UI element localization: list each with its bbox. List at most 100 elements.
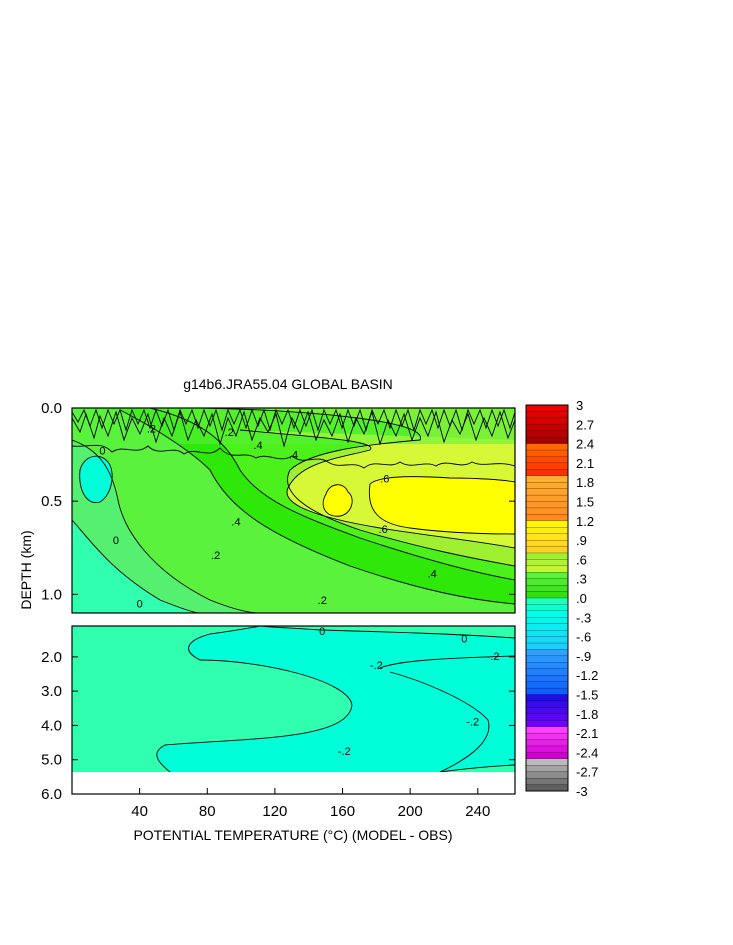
- colorbar-swatch: [525, 404, 569, 412]
- colorbar-swatch: [525, 604, 569, 612]
- colorbar-label: -.6: [576, 630, 591, 645]
- colorbar-swatch: [525, 469, 569, 477]
- x-tick-label: 240: [465, 803, 490, 820]
- colorbar-label: .9: [576, 533, 587, 548]
- contour-line-0.6: [369, 476, 515, 485]
- colorbar-swatch: [525, 462, 569, 470]
- colorbar-swatch: [525, 707, 569, 715]
- y-tick-label: 3.0: [41, 683, 62, 700]
- lower-panel-frame: [71, 625, 516, 795]
- colorbar-swatch: [525, 572, 569, 580]
- colorbar-label: -1.2: [576, 668, 598, 683]
- colorbar-swatch: [525, 778, 569, 785]
- colorbar-swatch: [525, 720, 569, 728]
- y-axis-label: DEPTH (km): [18, 530, 34, 609]
- contour-label: -.2: [338, 746, 351, 758]
- colorbar-swatch: [525, 578, 569, 586]
- contour-label: 0: [461, 634, 467, 646]
- colorbar-swatch: [525, 585, 569, 592]
- colorbar-swatch: [525, 765, 569, 773]
- colorbar-swatch: [525, 732, 569, 740]
- contour-label: .6: [379, 524, 388, 536]
- contour-label: .4: [289, 449, 298, 461]
- colorbar-swatch: [525, 784, 569, 792]
- contour-line-surface-a: [72, 410, 515, 448]
- colorbar-swatch: [525, 617, 569, 625]
- colorbar-swatch: [525, 687, 569, 695]
- colorbar-swatch: [525, 726, 569, 734]
- upper-panel: [72, 408, 515, 613]
- contour-label: .4: [231, 517, 240, 529]
- colorbar-swatch: [525, 533, 569, 541]
- x-tick-label: 120: [262, 803, 287, 820]
- colorbar-swatch: [525, 655, 569, 663]
- colorbar-swatch: [525, 662, 569, 670]
- colorbar-swatch: [525, 771, 569, 779]
- contour-line-0.3: [149, 408, 515, 581]
- x-tick-label: 200: [398, 803, 423, 820]
- colorbar-swatch: [525, 694, 569, 702]
- upper-panel-frame: [71, 407, 516, 614]
- contour-label: -.2: [466, 717, 479, 729]
- y-tick-label: 4.0: [41, 717, 62, 734]
- lower-fill-band-0-east: [440, 765, 515, 772]
- y-tick-label: 5.0: [41, 752, 62, 769]
- colorbar-swatch: [525, 449, 569, 457]
- lower-fill-band-0-west: [72, 626, 352, 772]
- colorbar-swatch: [525, 713, 569, 721]
- colorbar: [525, 404, 569, 792]
- y-tick-label: 0.5: [41, 493, 62, 510]
- contour-line-0.5: [239, 429, 515, 549]
- contour-line-0.1: [72, 439, 261, 613]
- upper-fill-band-0.6: [369, 476, 515, 534]
- contour-line-surface-c: [72, 444, 515, 469]
- contour-label: 0: [113, 535, 119, 547]
- colorbar-swatch: [525, 437, 569, 445]
- colorbar-swatch: [525, 443, 569, 451]
- colorbar-swatch: [525, 488, 569, 496]
- colorbar-swatch: [525, 565, 569, 573]
- contour-line-0: [72, 519, 201, 613]
- contour-label: .2: [318, 595, 327, 607]
- upper-fill-band-negative-west: [72, 520, 200, 613]
- colorbar-swatch: [525, 456, 569, 464]
- colorbar-swatch: [525, 610, 569, 618]
- colorbar-swatch: [525, 520, 569, 528]
- lower-panel-missing-bottom: [73, 772, 514, 793]
- colorbar-swatch: [525, 758, 569, 766]
- colorbar-swatch: [525, 681, 569, 689]
- x-axis-label: POTENTIAL TEMPERATURE (°C) (MODEL - OBS): [133, 827, 452, 843]
- chart-title: g14b6.JRA55.04 GLOBAL BASIN: [183, 376, 393, 392]
- colorbar-swatch: [525, 494, 569, 502]
- colorbar-label: 2.1: [576, 456, 594, 471]
- colorbar-swatch: [525, 539, 569, 547]
- colorbar-swatch: [525, 675, 569, 683]
- colorbar-label: 3: [576, 398, 583, 413]
- x-axis: 40 80 120 160 200 240: [131, 788, 490, 820]
- y-tick-label: 2.0: [41, 649, 62, 666]
- y-tick-label: 1.0: [41, 586, 62, 603]
- colorbar-swatch: [525, 552, 569, 560]
- contour-line-neg-blob: [79, 455, 113, 504]
- colorbar-swatch: [525, 424, 569, 432]
- contour-line-lower-0-top: [259, 626, 515, 639]
- colorbar-swatch: [525, 700, 569, 708]
- contour-line-0.4: [199, 408, 515, 567]
- colorbar-swatch: [525, 475, 569, 483]
- colorbar-label: 1.2: [576, 514, 594, 529]
- colorbar-label: 2.7: [576, 417, 594, 432]
- colorbar-swatch: [525, 597, 569, 605]
- contour-label: .2: [147, 423, 156, 435]
- colorbar-swatch: [525, 514, 569, 522]
- contour-line-lower-neg-b: [389, 671, 490, 772]
- colorbar-swatch: [525, 623, 569, 631]
- contour-label: -.2: [370, 660, 383, 672]
- contour-label: .2: [225, 427, 234, 439]
- contour-line-lower-bottom: [439, 764, 515, 772]
- upper-fill-band-0.6-blob: [323, 484, 353, 517]
- contour-line-0.6b: [368, 483, 515, 535]
- y-tick-label: 0.0: [41, 400, 62, 417]
- contour-label: 0: [319, 626, 325, 638]
- contour-line-0.6-blob: [322, 484, 353, 517]
- colorbar-swatch: [525, 630, 569, 638]
